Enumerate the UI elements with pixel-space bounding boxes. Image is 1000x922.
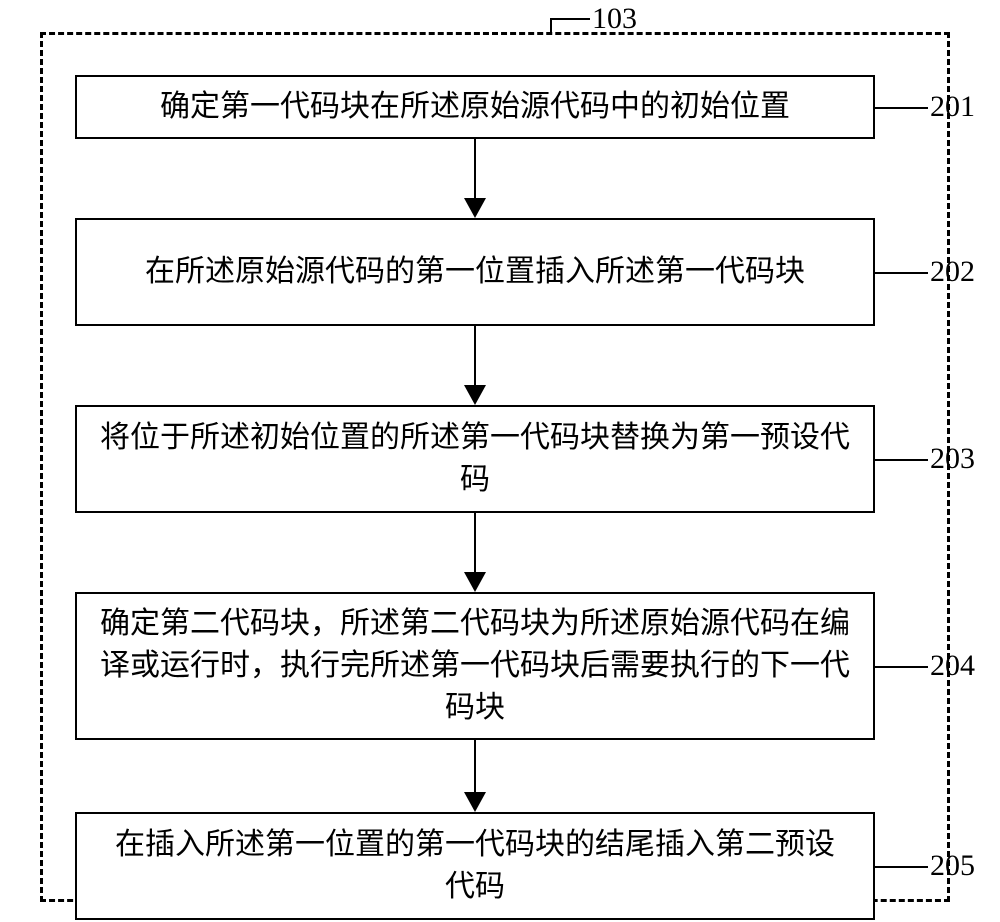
arrow-204-to-205 (464, 740, 486, 812)
arrow-head-icon (464, 198, 486, 218)
outer-frame-label: 103 (592, 2, 637, 36)
step-text-204: 确定第二代码块，所述第二代码块为所述原始源代码在编译或运行时，执行完所述第一代码… (97, 603, 853, 729)
step-text-201: 确定第一代码块在所述原始源代码中的初始位置 (97, 86, 853, 128)
step-box-205: 在插入所述第一位置的第一代码块的结尾插入第二预设代码 (75, 812, 875, 920)
diagram-canvas: 103 确定第一代码块在所述原始源代码中的初始位置 在所述原始源代码的第一位置插… (0, 0, 1000, 922)
step-label-205: 205 (930, 849, 975, 883)
arrow-head-icon (464, 792, 486, 812)
outer-label-leader-horizontal (550, 18, 590, 20)
outer-label-leader-vertical (550, 18, 552, 32)
step-label-leader-203 (875, 459, 928, 461)
arrow-203-to-204 (464, 513, 486, 592)
arrow-201-to-202 (464, 139, 486, 218)
arrow-shaft (474, 326, 476, 385)
arrow-shaft (474, 513, 476, 572)
step-label-leader-204 (875, 666, 928, 668)
arrow-202-to-203 (464, 326, 486, 405)
step-box-201: 确定第一代码块在所述原始源代码中的初始位置 (75, 75, 875, 139)
step-box-204: 确定第二代码块，所述第二代码块为所述原始源代码在编译或运行时，执行完所述第一代码… (75, 592, 875, 740)
step-label-203: 203 (930, 442, 975, 476)
arrow-shaft (474, 740, 476, 792)
arrow-head-icon (464, 572, 486, 592)
step-text-205: 在插入所述第一位置的第一代码块的结尾插入第二预设代码 (115, 824, 835, 908)
arrow-head-icon (464, 385, 486, 405)
arrow-shaft (474, 139, 476, 198)
step-label-leader-202 (875, 272, 928, 274)
step-label-leader-205 (875, 866, 928, 868)
step-text-202: 在所述原始源代码的第一位置插入所述第一代码块 (97, 251, 853, 293)
step-label-201: 201 (930, 90, 975, 124)
step-label-leader-201 (875, 107, 928, 109)
step-label-204: 204 (930, 649, 975, 683)
step-box-202: 在所述原始源代码的第一位置插入所述第一代码块 (75, 218, 875, 326)
step-label-202: 202 (930, 255, 975, 289)
step-box-203: 将位于所述初始位置的所述第一代码块替换为第一预设代码 (75, 405, 875, 513)
step-text-203: 将位于所述初始位置的所述第一代码块替换为第一预设代码 (97, 417, 853, 501)
